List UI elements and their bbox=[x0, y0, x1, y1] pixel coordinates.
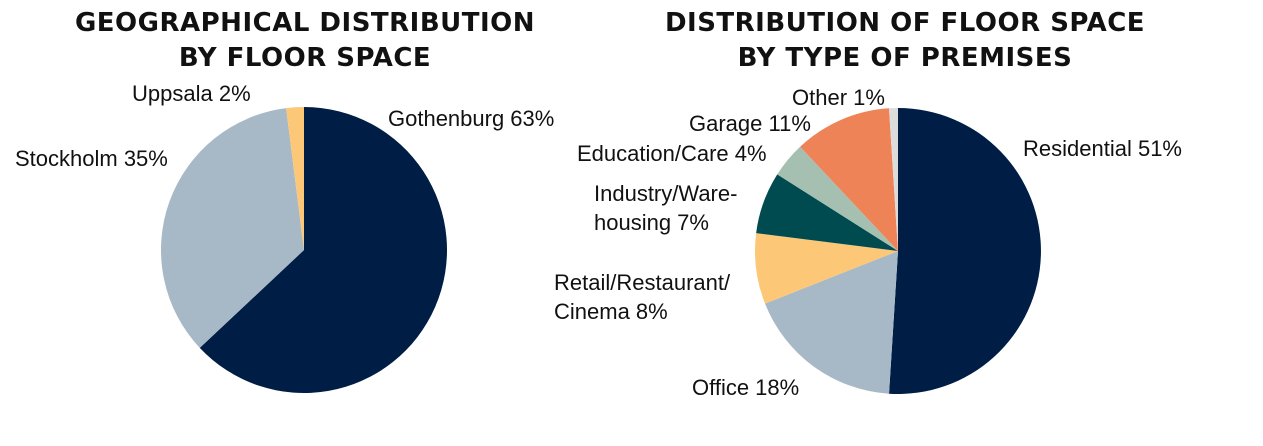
pie-slice-stockholm-35 bbox=[161, 108, 304, 348]
slice-label-gothenburg-63: Gothenburg 63% bbox=[388, 106, 554, 131]
pie-slice-uppsala-2 bbox=[286, 107, 304, 250]
pie-slice-retail-restaurant bbox=[755, 233, 898, 304]
title-line: BY FLOOR SPACE bbox=[178, 43, 432, 73]
pie-slice-garage-11 bbox=[800, 108, 898, 251]
title-line: BY TYPE OF PREMISES bbox=[737, 43, 1073, 73]
pie-slice-education-care-4 bbox=[777, 146, 898, 251]
slice-label-uppsala-2: Uppsala 2% bbox=[132, 81, 251, 106]
pie-slice-gothenburg-63 bbox=[199, 107, 448, 393]
slice-label-education-care-4: Education/Care 4% bbox=[577, 141, 767, 166]
chart-title-geographical: GEOGRAPHICAL DISTRIBUTION BY FLOOR SPACE bbox=[40, 6, 570, 76]
pie-chart-geographical: Gothenburg 63% Stockholm 35% Uppsala 2% bbox=[15, 81, 554, 393]
slice-label-retail-restaurant: Retail/Restaurant/Cinema 8% bbox=[554, 270, 731, 324]
pie-slice-other-1 bbox=[889, 108, 898, 251]
pie-chart-premises: Residential 51% Office 18% Retail/Restaura… bbox=[554, 85, 1182, 400]
slice-label-garage-11: Garage 11% bbox=[689, 111, 811, 136]
slice-label-other-1: Other 1% bbox=[792, 85, 885, 110]
chart-title-premises: DISTRIBUTION OF FLOOR SPACE BY TYPE OF P… bbox=[620, 6, 1190, 76]
title-line: GEOGRAPHICAL DISTRIBUTION bbox=[74, 8, 536, 38]
slice-label-office-18: Office 18% bbox=[692, 375, 799, 400]
pie-slice-industry-ware bbox=[756, 174, 898, 251]
pie-slice-office-18 bbox=[765, 251, 898, 394]
slice-label-stockholm-35: Stockholm 35% bbox=[15, 146, 168, 171]
title-line: DISTRIBUTION OF FLOOR SPACE bbox=[664, 8, 1146, 38]
slice-label-industry-ware: Industry/Ware-housing 7% bbox=[594, 181, 737, 235]
pie-slice-residential-51 bbox=[889, 108, 1041, 395]
slice-label-residential-51: Residential 51% bbox=[1023, 136, 1182, 161]
